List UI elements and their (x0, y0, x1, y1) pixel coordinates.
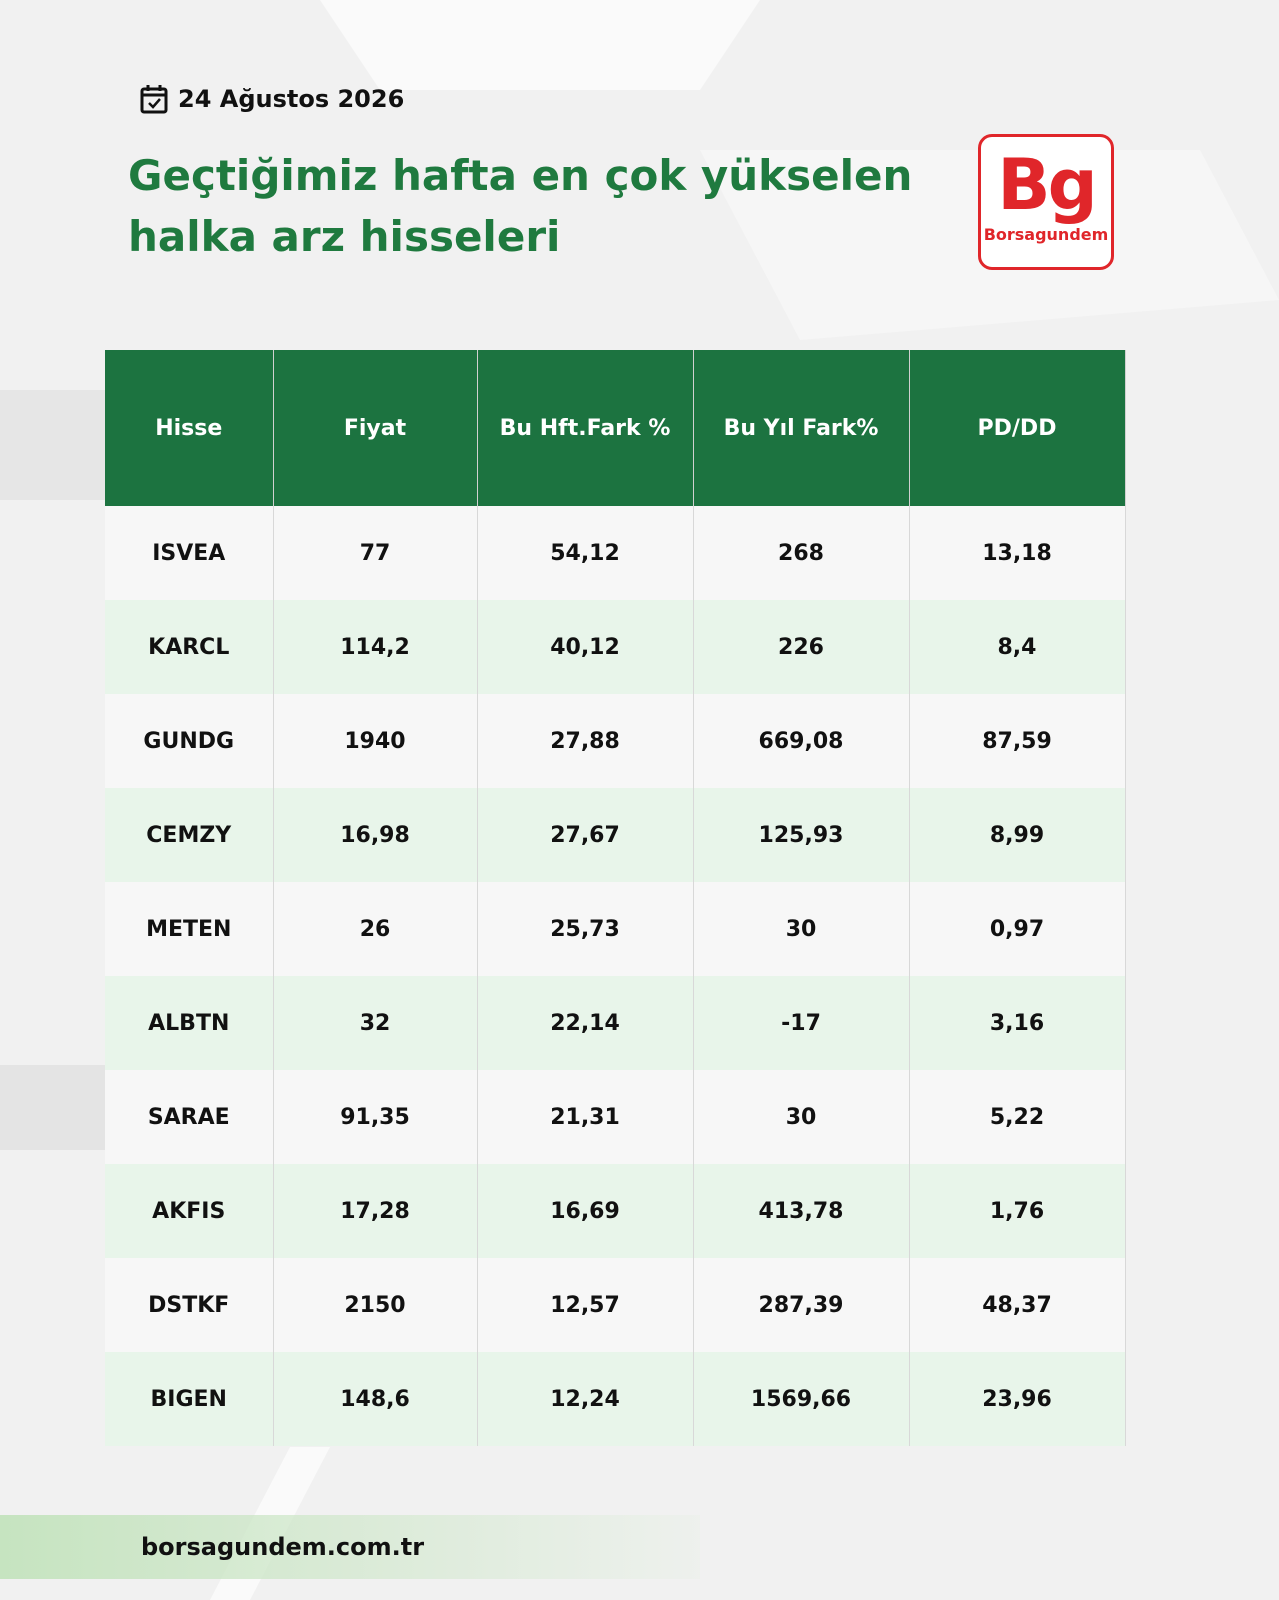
header-row: Hisse Fiyat Bu Hft.Fark % Bu Yıl Fark% PD/DD (105, 350, 1126, 506)
table-cell: 226 (693, 600, 910, 694)
table-cell: 22,14 (477, 976, 694, 1070)
table-cell: 8,4 (909, 600, 1126, 694)
table-cell: 5,22 (909, 1070, 1126, 1164)
table-cell: 12,57 (477, 1258, 694, 1352)
table-cell: 30 (693, 1070, 910, 1164)
table-cell: ALBTN (105, 976, 274, 1070)
table-cell: KARCL (105, 600, 274, 694)
table-cell: 21,31 (477, 1070, 694, 1164)
table-cell: 25,73 (477, 882, 694, 976)
date: 24 Ağustos 2026 (140, 84, 404, 114)
table-cell: 16,98 (273, 788, 478, 882)
logo: Bg Borsagundem (978, 134, 1114, 270)
table-cell: 125,93 (693, 788, 910, 882)
table-cell: DSTKF (105, 1258, 274, 1352)
column-header: Fiyat (273, 350, 478, 506)
table-cell: 27,88 (477, 694, 694, 788)
table-cell: GUNDG (105, 694, 274, 788)
table-cell: 3,16 (909, 976, 1126, 1070)
table-cell: 1,76 (909, 1164, 1126, 1258)
table-cell: 287,39 (693, 1258, 910, 1352)
table-row: ISVEA 77 54,12 268 13,18 (105, 506, 1126, 600)
column-header: Bu Hft.Fark % (477, 350, 694, 506)
table-cell: 27,67 (477, 788, 694, 882)
table-cell: 1940 (273, 694, 478, 788)
title-line: Geçtiğimiz hafta en çok yükselen (128, 151, 913, 200)
column-header: Hisse (105, 350, 274, 506)
table-body: ISVEA 77 54,12 268 13,18 KARCL 114,2 40,12 226 8,… (105, 506, 1126, 1446)
table-cell: 54,12 (477, 506, 694, 600)
table-cell: AKFIS (105, 1164, 274, 1258)
table-row: GUNDG 1940 27,88 669,08 87,59 (105, 694, 1126, 788)
table-cell: CEMZY (105, 788, 274, 882)
title: Geçtiğimiz hafta en çok yükselen halka a… (128, 145, 912, 267)
table-row: AKFIS 17,28 16,69 413,78 1,76 (105, 1164, 1126, 1258)
table-cell: 114,2 (273, 600, 478, 694)
table-cell: 669,08 (693, 694, 910, 788)
footer: borsagundem.com.tr (0, 1515, 700, 1579)
table-cell: 1569,66 (693, 1352, 910, 1446)
table-cell: SARAE (105, 1070, 274, 1164)
footer-url: borsagundem.com.tr (141, 1533, 425, 1561)
table-cell: -17 (693, 976, 910, 1070)
table-cell: 40,12 (477, 600, 694, 694)
table-cell: 26 (273, 882, 478, 976)
title-line: halka arz hisseleri (128, 212, 561, 261)
table-cell: 32 (273, 976, 478, 1070)
table-row: ALBTN 32 22,14 -17 3,16 (105, 976, 1126, 1070)
table-cell: 268 (693, 506, 910, 600)
table-row: DSTKF 2150 12,57 287,39 48,37 (105, 1258, 1126, 1352)
table-cell: 8,99 (909, 788, 1126, 882)
logo-name: Borsagundem (983, 225, 1109, 244)
logo-mark: Bg (997, 144, 1097, 226)
table-row: CEMZY 16,98 27,67 125,93 8,99 (105, 788, 1126, 882)
bg-shape (0, 1065, 105, 1150)
bg-shape (0, 390, 105, 500)
bg-shape (320, 0, 760, 90)
table-cell: ISVEA (105, 506, 274, 600)
column-header: PD/DD (909, 350, 1126, 506)
table-cell: 77 (273, 506, 478, 600)
table-cell: 0,97 (909, 882, 1126, 976)
table-cell: 16,69 (477, 1164, 694, 1258)
table-row: SARAE 91,35 21,31 30 5,22 (105, 1070, 1126, 1164)
table-cell: METEN (105, 882, 274, 976)
date-text: 24 Ağustos 2026 (178, 85, 405, 113)
table-cell: 148,6 (273, 1352, 478, 1446)
table-cell: 17,28 (273, 1164, 478, 1258)
table-cell: 2150 (273, 1258, 478, 1352)
table-cell: 12,24 (477, 1352, 694, 1446)
column-header: Bu Yıl Fark% (693, 350, 910, 506)
table-cell: 48,37 (909, 1258, 1126, 1352)
table-cell: 13,18 (909, 506, 1126, 600)
calendar-icon (140, 85, 168, 114)
table-cell: 413,78 (693, 1164, 910, 1258)
table-cell: 30 (693, 882, 910, 976)
table-cell: 87,59 (909, 694, 1126, 788)
table-row: KARCL 114,2 40,12 226 8,4 (105, 600, 1126, 694)
table: Hisse Fiyat Bu Hft.Fark % Bu Yıl Fark% PD/DD… (105, 350, 1126, 1446)
table-cell: BIGEN (105, 1352, 274, 1446)
table-cell: 23,96 (909, 1352, 1126, 1446)
table-row: BIGEN 148,6 12,24 1569,66 23,96 (105, 1352, 1126, 1446)
table-cell: 91,35 (273, 1070, 478, 1164)
table-row: METEN 26 25,73 30 0,97 (105, 882, 1126, 976)
